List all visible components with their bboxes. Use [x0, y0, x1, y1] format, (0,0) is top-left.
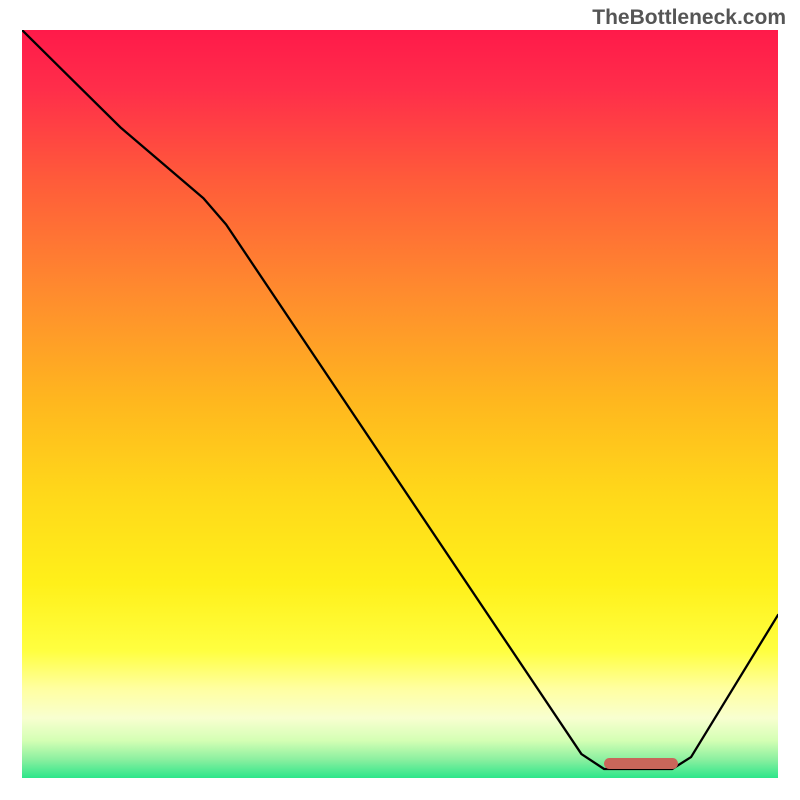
minimum-plateau-marker — [604, 758, 678, 769]
plot-area — [22, 30, 778, 778]
bottleneck-curve — [22, 30, 778, 778]
attribution-text: TheBottleneck.com — [592, 6, 786, 30]
